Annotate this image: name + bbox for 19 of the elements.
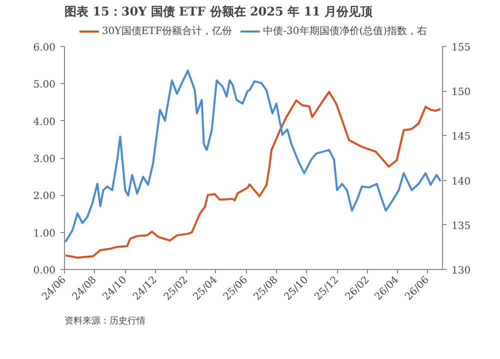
y2-tick-label: 140 <box>452 176 471 188</box>
line-series <box>64 90 442 259</box>
y2-tick-label: 150 <box>452 87 471 98</box>
y-tick-label: 2.00 <box>33 191 56 202</box>
y2-tick-label: 135 <box>452 220 471 232</box>
y-tick-label: 4.00 <box>33 116 56 128</box>
chart-title: 图表 15：30Y 国债 ETF 份额在 2025 年 11 月份见顶 <box>64 4 374 18</box>
y-tick-label: 5.00 <box>33 80 56 91</box>
y2-tick-label: 130 <box>452 266 471 276</box>
y-tick-label: 3.00 <box>33 154 56 165</box>
y-tick-label: 1.00 <box>33 228 56 240</box>
line-series <box>64 70 442 243</box>
y-tick-label: 6.00 <box>33 42 56 54</box>
y2-tick-label: 145 <box>452 132 471 143</box>
y2-tick-label: 155 <box>452 42 471 54</box>
text: 资料来源：历史行情 <box>64 316 146 326</box>
legend-label: 30Y国债ETF份额合计，亿份 <box>102 24 232 38</box>
y-tick-label: 0.00 <box>33 266 56 276</box>
legend-label: 中债-30年期国债净价(总值)指数，右 <box>263 24 428 38</box>
